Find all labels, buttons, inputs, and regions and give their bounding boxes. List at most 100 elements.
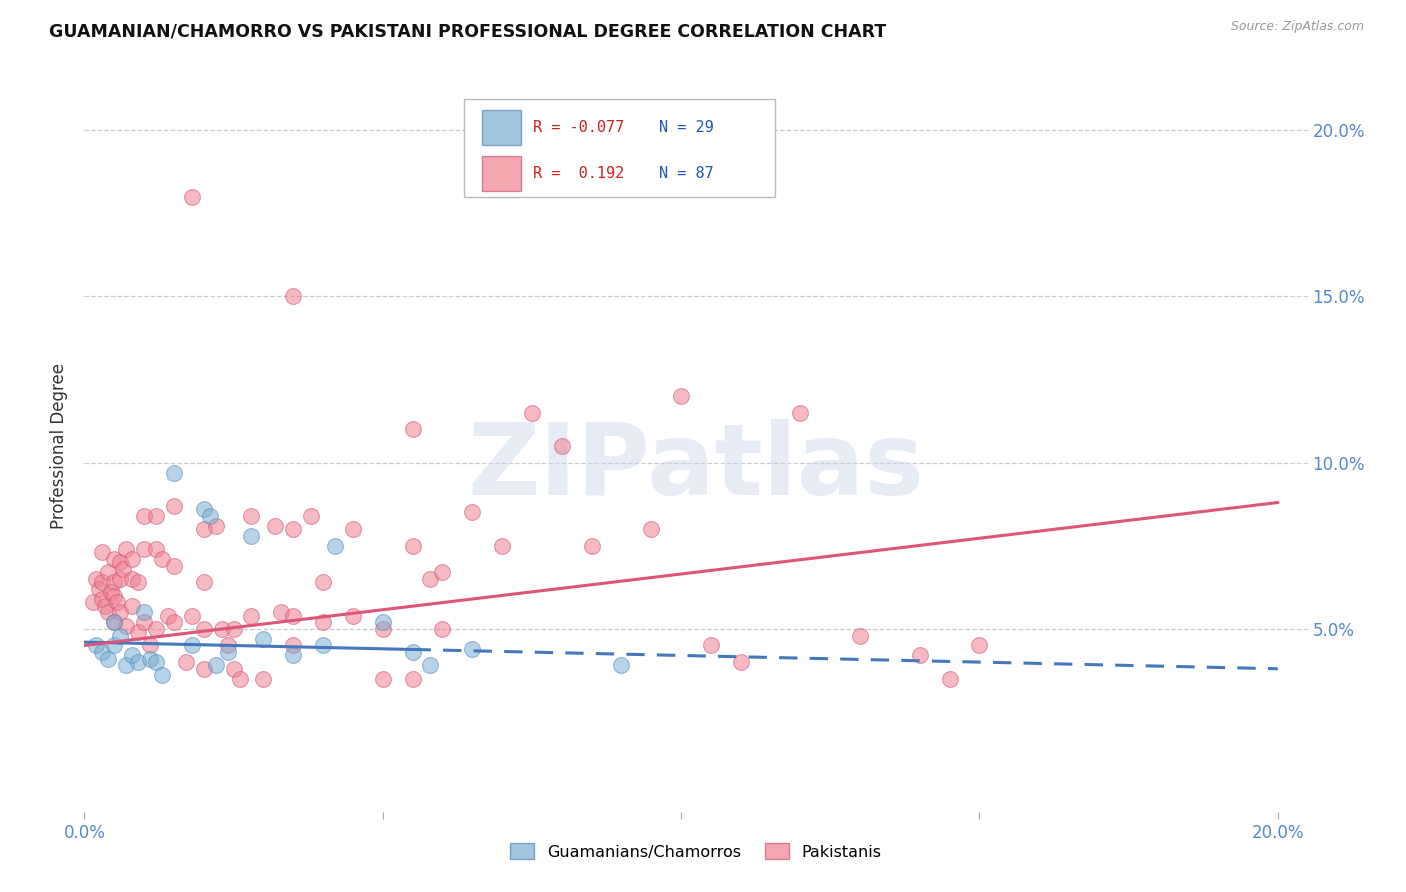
Point (312, 615, 335, 630)
Point (121, 552, 143, 566)
Point (371, 672, 394, 686)
Point (283, 608, 305, 623)
Point (217, 645, 239, 659)
Point (115, 618, 138, 632)
Point (432, 566, 454, 580)
Point (156, 608, 179, 623)
Point (100, 585, 122, 599)
FancyBboxPatch shape (464, 99, 776, 197)
Point (700, 639, 723, 653)
Point (222, 622, 245, 636)
Point (640, 522, 662, 536)
Point (103, 589, 125, 603)
Point (103, 615, 125, 630)
Point (581, 539, 603, 553)
Text: N = 87: N = 87 (659, 166, 714, 181)
Point (312, 639, 335, 653)
Point (240, 608, 263, 623)
Text: R = -0.077: R = -0.077 (533, 120, 624, 136)
Point (969, 639, 991, 653)
Point (145, 542, 167, 557)
Point (520, 406, 543, 420)
Text: ZIPatlas: ZIPatlas (468, 419, 924, 516)
Point (132, 508, 155, 523)
Point (115, 658, 138, 673)
Point (283, 522, 305, 536)
Point (91, 575, 114, 590)
Point (97, 605, 120, 619)
Point (283, 289, 305, 303)
Point (82, 595, 104, 609)
Point (139, 639, 162, 653)
Point (193, 575, 215, 590)
Point (204, 658, 226, 673)
Point (211, 622, 233, 636)
Point (115, 542, 138, 557)
Point (108, 572, 131, 586)
Point (299, 508, 322, 523)
Point (193, 662, 215, 676)
Point (323, 539, 346, 553)
Point (103, 615, 125, 630)
Point (91, 545, 114, 559)
Point (150, 668, 173, 682)
Point (94, 599, 117, 613)
Point (150, 552, 173, 566)
Point (145, 622, 167, 636)
Point (180, 189, 202, 203)
Y-axis label: Professional Degree: Professional Degree (51, 363, 69, 529)
Point (121, 572, 143, 586)
Point (127, 575, 149, 590)
Point (163, 615, 186, 630)
Text: GUAMANIAN/CHAMORRO VS PAKISTANI PROFESSIONAL DEGREE CORRELATION CHART: GUAMANIAN/CHAMORRO VS PAKISTANI PROFESSI… (49, 22, 886, 40)
Point (103, 552, 125, 566)
Point (730, 655, 752, 669)
Point (127, 655, 149, 669)
Point (193, 522, 215, 536)
Bar (482, 156, 522, 191)
Point (401, 645, 423, 659)
Point (551, 439, 574, 453)
Point (491, 539, 513, 553)
Point (908, 648, 931, 663)
Point (174, 655, 197, 669)
Point (240, 529, 263, 543)
Point (132, 615, 155, 630)
Point (283, 648, 305, 663)
Point (84, 639, 107, 653)
Point (180, 608, 202, 623)
Point (163, 558, 186, 573)
Point (849, 628, 872, 642)
Point (121, 648, 143, 663)
Point (371, 615, 394, 630)
Point (89, 582, 111, 596)
Point (91, 591, 114, 606)
Point (145, 508, 167, 523)
Point (105, 595, 128, 609)
Point (193, 622, 215, 636)
Point (84, 572, 107, 586)
Point (312, 575, 335, 590)
Point (198, 508, 221, 523)
Point (222, 662, 245, 676)
Point (132, 605, 155, 619)
Point (240, 508, 263, 523)
Point (342, 608, 364, 623)
Point (139, 652, 162, 666)
Point (204, 518, 226, 533)
Text: R =  0.192: R = 0.192 (533, 166, 624, 181)
Point (132, 542, 155, 557)
Point (127, 625, 149, 640)
Point (283, 639, 305, 653)
Point (97, 652, 120, 666)
Point (112, 562, 135, 576)
Point (342, 522, 364, 536)
Point (193, 502, 215, 516)
Point (180, 639, 202, 653)
Point (419, 572, 441, 586)
Point (610, 658, 633, 673)
Point (145, 655, 167, 669)
Point (108, 555, 131, 569)
Point (97, 566, 120, 580)
Point (121, 599, 143, 613)
